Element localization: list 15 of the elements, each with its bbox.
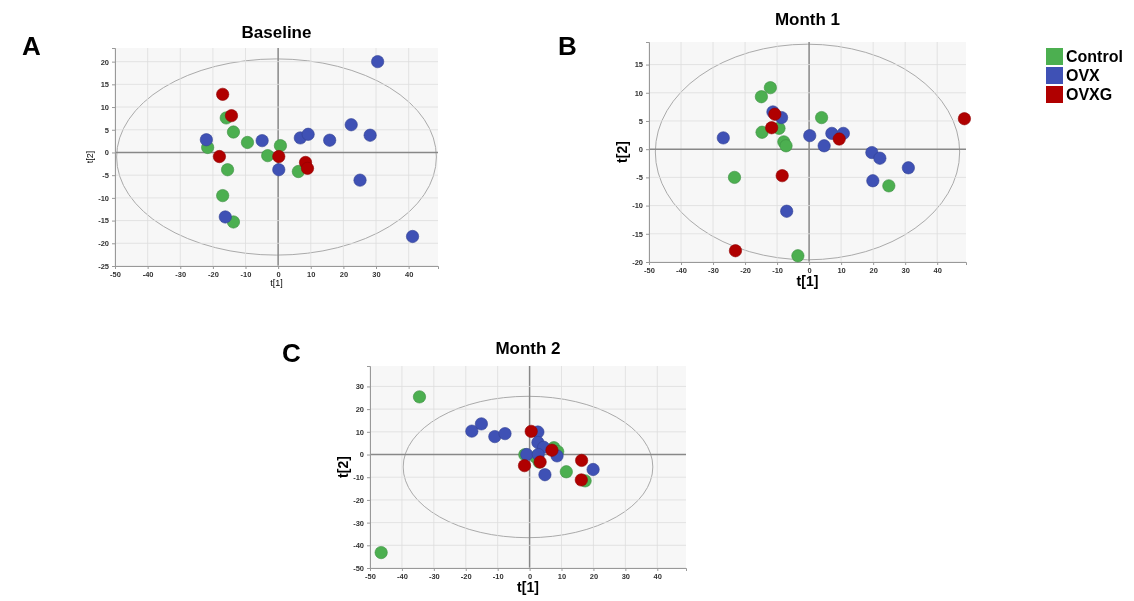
chart-title: Month 2: [495, 339, 561, 358]
y-axis-title: t[2]: [85, 150, 95, 164]
chart-title: Baseline: [241, 23, 312, 42]
x-axis-title: t[1]: [796, 273, 819, 290]
text: C: [282, 338, 301, 368]
legend-label: Control: [1066, 48, 1123, 65]
legend-label: OVXG: [1066, 86, 1113, 103]
text: A: [22, 31, 41, 61]
chart-title: Month 1: [774, 10, 841, 29]
y-axis-title: t[2]: [335, 456, 351, 478]
legend-label: OVX: [1066, 67, 1101, 84]
x-axis-title: t[1]: [517, 579, 539, 596]
x-axis-title: t[1]: [270, 278, 283, 289]
text: B: [558, 31, 577, 61]
y-axis-title: t[2]: [614, 141, 630, 163]
